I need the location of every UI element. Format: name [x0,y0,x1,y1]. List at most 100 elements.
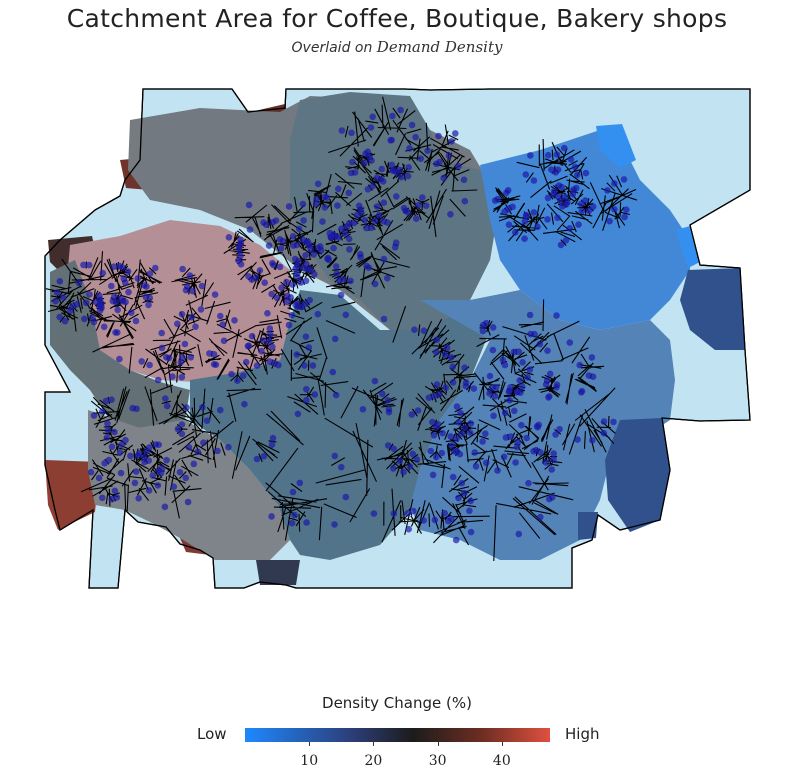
store-point [526,311,534,319]
store-point [177,359,184,366]
store-point [313,195,320,203]
store-point [277,245,285,252]
subtitle-lead: Overlaid on [291,40,373,56]
store-point [550,450,557,457]
store-point [400,468,407,476]
store-point [324,254,332,262]
store-point [556,425,563,433]
store-point [427,447,435,455]
store-point [181,340,189,348]
store-point [258,347,265,355]
store-point [276,263,284,271]
store-point [187,354,195,361]
store-point [440,174,448,182]
store-point [393,193,400,200]
store-point [234,377,241,385]
store-point [531,330,538,338]
store-point [552,169,559,176]
store-point [132,317,140,325]
store-point [264,310,271,317]
store-point [237,239,245,247]
store-point [420,517,428,524]
store-point [99,269,107,277]
store-point [467,528,475,536]
legend-tick-label: 40 [492,753,511,769]
store-point [162,395,169,402]
store-point [482,459,490,467]
legend-tick-mark [309,742,311,746]
store-point [240,372,247,380]
store-point [217,312,224,320]
store-point [86,291,93,298]
store-point [102,397,110,405]
store-point [80,261,87,269]
store-point [331,452,339,460]
store-point [513,443,521,451]
store-point [199,404,206,411]
store-point [330,244,337,252]
store-point [183,404,190,411]
store-point [267,331,274,339]
store-point [530,177,538,184]
store-point [303,519,310,526]
store-point [499,356,507,364]
store-point [142,293,150,301]
store-point [90,412,98,419]
store-point [285,203,293,210]
store-point [299,200,307,208]
store-point [489,346,497,354]
store-point [404,510,412,517]
store-point [433,336,441,344]
store-point [523,434,530,442]
store-point [429,471,437,479]
store-point [409,450,417,458]
store-point [561,193,569,201]
store-point [494,467,501,474]
store-point [104,426,112,434]
store-point [489,324,497,331]
store-point [585,207,593,214]
store-point [516,377,523,384]
store-point [129,404,136,412]
store-points [52,106,630,544]
store-point [186,272,194,279]
store-point [347,169,355,177]
store-point [534,223,541,231]
store-point [396,457,404,465]
store-point [567,156,575,163]
store-point [505,205,512,212]
store-point [210,361,218,368]
store-point [87,468,95,476]
store-point [506,387,513,395]
store-point [323,194,331,201]
store-point [373,203,381,210]
store-point [545,394,552,401]
store-point [104,420,111,427]
store-point [518,421,525,429]
store-point [563,201,570,208]
density-region-pink [66,220,290,382]
store-point [542,381,550,388]
store-point [589,373,597,381]
store-point [361,159,368,166]
store-point [405,525,413,533]
store-point [554,214,561,222]
store-point [439,429,446,437]
store-point [225,443,232,451]
store-point [461,197,469,205]
store-point [117,469,125,477]
store-point [442,351,449,359]
legend-high-label: High [565,725,600,743]
density-region-mid-blue [410,290,675,560]
store-point [466,507,473,515]
store-point [128,309,135,317]
store-point [378,165,386,173]
store-point [342,493,350,501]
store-point [367,124,375,131]
store-point [261,279,269,287]
store-point [179,265,186,273]
store-point [278,284,285,292]
store-point [415,201,422,209]
store-point [220,337,228,345]
store-point [118,441,125,449]
